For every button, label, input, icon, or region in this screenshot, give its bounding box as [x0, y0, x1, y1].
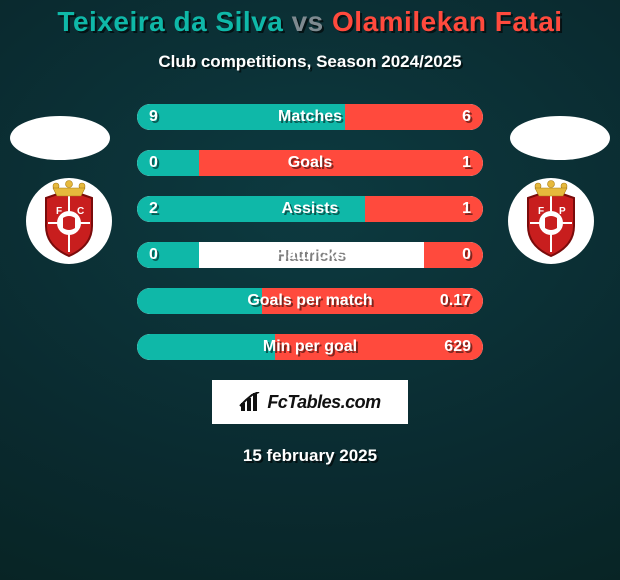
- stat-label: Matches: [137, 104, 483, 130]
- stat-label: Min per goal: [137, 334, 483, 360]
- date-label: 15 february 2025: [0, 446, 620, 466]
- vs-separator: vs: [292, 6, 324, 37]
- player2-photo-placeholder: [510, 116, 610, 160]
- bar-chart-icon: [239, 392, 261, 412]
- stat-row: 0.17Goals per match: [137, 288, 483, 314]
- stat-label: Goals: [137, 150, 483, 176]
- svg-text:F: F: [56, 206, 62, 217]
- stat-label: Assists: [137, 196, 483, 222]
- comparison-card: Teixeira da Silva vs Olamilekan Fatai Cl…: [0, 0, 620, 580]
- club-crest-icon: F P: [508, 178, 594, 264]
- svg-text:P: P: [559, 206, 566, 217]
- stat-row: 629Min per goal: [137, 334, 483, 360]
- svg-text:F: F: [538, 206, 544, 217]
- stats-container: 96Matches 01Goals 21Assists 00Hattricks 0.17…: [137, 104, 483, 360]
- stat-row: 96Matches: [137, 104, 483, 130]
- player2-club-crest: F P: [508, 178, 594, 264]
- stat-label: Goals per match: [137, 288, 483, 314]
- subtitle: Club competitions, Season 2024/2025: [0, 52, 620, 72]
- attribution-badge: FcTables.com: [212, 380, 408, 424]
- stat-label: Hattricks: [137, 242, 483, 268]
- attribution-text: FcTables.com: [267, 392, 380, 413]
- player1-name: Teixeira da Silva: [57, 6, 283, 37]
- club-crest-icon: F C: [26, 178, 112, 264]
- svg-text:C: C: [77, 206, 84, 217]
- stat-row: 01Goals: [137, 150, 483, 176]
- stat-row: 21Assists: [137, 196, 483, 222]
- stat-row: 00Hattricks: [137, 242, 483, 268]
- page-title: Teixeira da Silva vs Olamilekan Fatai: [0, 6, 620, 38]
- player1-photo-placeholder: [10, 116, 110, 160]
- player1-club-crest: F C: [26, 178, 112, 264]
- player2-name: Olamilekan Fatai: [332, 6, 563, 37]
